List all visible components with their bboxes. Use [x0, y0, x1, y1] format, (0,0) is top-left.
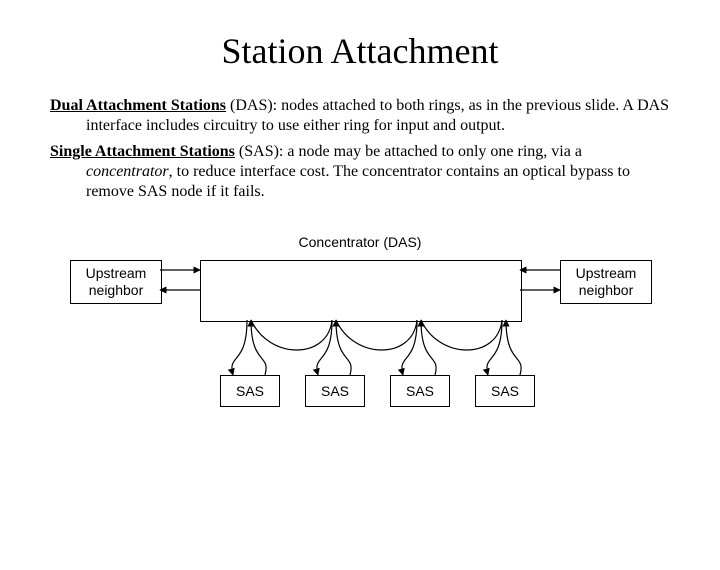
sas-paragraph: Single Attachment Stations (SAS): a node… — [50, 142, 670, 202]
sas-box: SAS — [305, 375, 365, 407]
page-title: Station Attachment — [0, 30, 720, 72]
upstream-right-box: Upstreamneighbor — [560, 260, 652, 304]
das-label: Dual Attachment Stations — [50, 97, 226, 114]
concentrator-diagram: Concentrator (DAS) Upstreamneighbor Upst… — [50, 220, 670, 450]
concentrator-box — [200, 260, 522, 322]
sas-box: SAS — [475, 375, 535, 407]
sas-text-a: a node may be attached to only one ring,… — [283, 143, 582, 160]
das-abbrev: (DAS): — [226, 97, 277, 114]
diagram-arrows — [50, 220, 670, 450]
sas-abbrev: (SAS): — [235, 143, 283, 160]
das-paragraph: Dual Attachment Stations (DAS): nodes at… — [50, 96, 670, 136]
sas-box: SAS — [220, 375, 280, 407]
sas-label: Single Attachment Stations — [50, 143, 235, 160]
sas-box: SAS — [390, 375, 450, 407]
concentrator-label: Concentrator (DAS) — [260, 234, 460, 250]
sas-concentrator-word: concentrator — [86, 163, 169, 180]
upstream-left-box: Upstreamneighbor — [70, 260, 162, 304]
